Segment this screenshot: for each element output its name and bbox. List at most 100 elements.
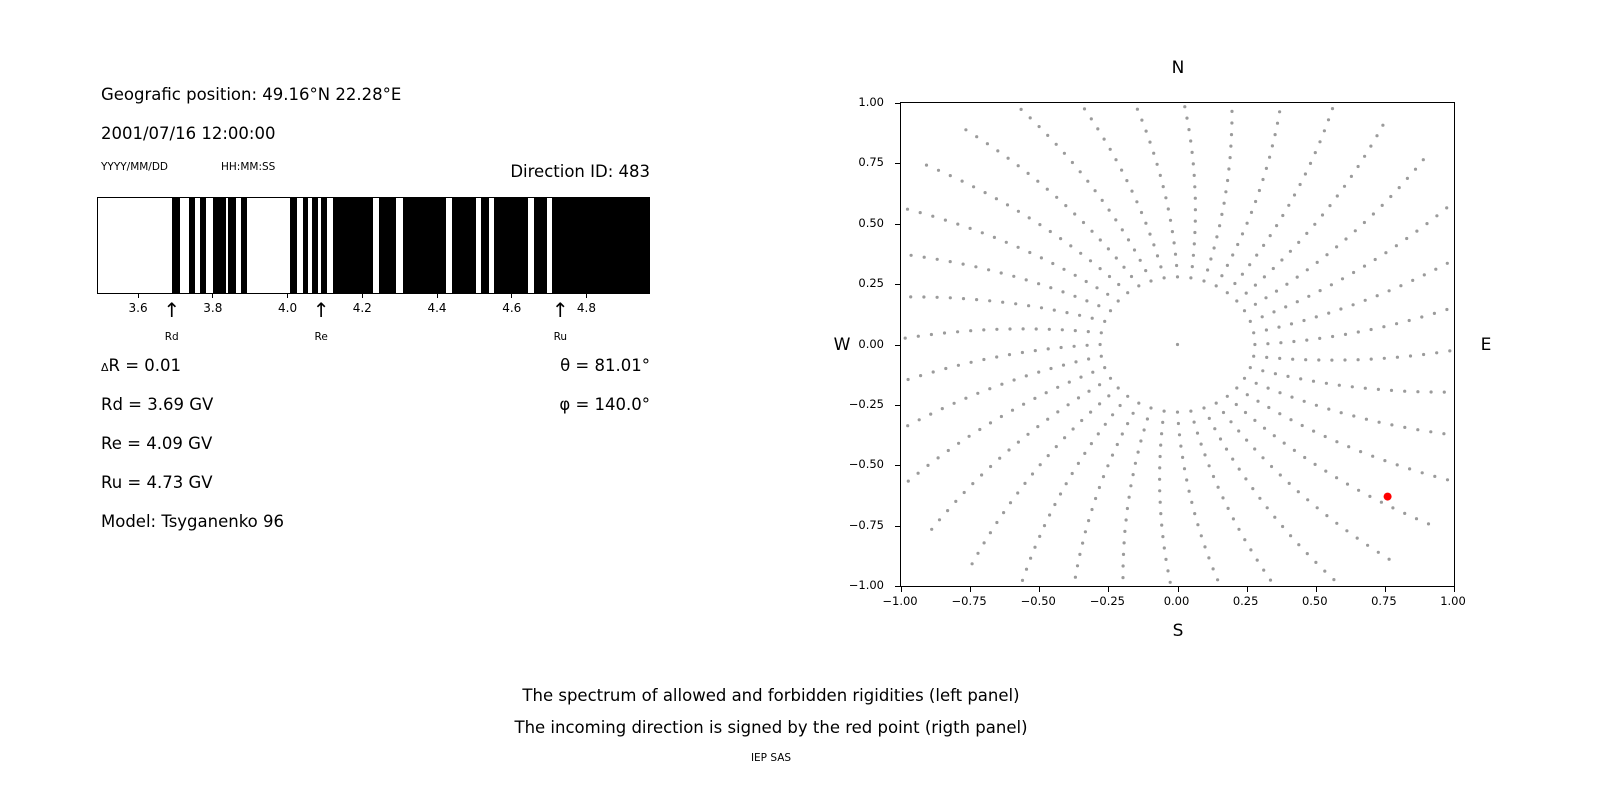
- asymptotic-direction-dot: [954, 499, 958, 503]
- asymptotic-direction-dot: [1069, 244, 1073, 248]
- asymptotic-direction-dot: [1343, 358, 1347, 362]
- asymptotic-direction-dot: [1158, 454, 1162, 459]
- asymptotic-direction-dot: [1395, 463, 1399, 467]
- direction-y-tick-label: −0.25: [848, 396, 884, 411]
- marker-arrow-rd-icon: ↑: [163, 298, 181, 322]
- direction-y-tick-label: 0.00: [858, 336, 884, 351]
- asymptotic-direction-dot: [1008, 501, 1013, 505]
- delta-r-text: R = 0.01: [108, 356, 182, 375]
- asymptotic-direction-dot: [1159, 443, 1163, 447]
- asymptotic-direction-dot: [1215, 235, 1219, 239]
- asymptotic-direction-dot: [989, 464, 993, 469]
- asymptotic-direction-dot: [1307, 294, 1311, 298]
- forbidden-band: [321, 198, 327, 293]
- asymptotic-direction-dot: [1389, 388, 1394, 392]
- forbidden-band: [312, 198, 318, 293]
- asymptotic-direction-dot: [1046, 417, 1050, 421]
- direction-x-tick-label: 1.00: [1440, 594, 1466, 608]
- asymptotic-direction-dot: [1087, 389, 1091, 393]
- asymptotic-direction-dot: [1132, 248, 1137, 252]
- asymptotic-direction-dot: [1136, 450, 1140, 454]
- asymptotic-direction-dot: [1261, 177, 1265, 182]
- asymptotic-direction-dot: [1313, 151, 1317, 155]
- forbidden-band: [289, 198, 298, 293]
- asymptotic-direction-dot: [1311, 379, 1316, 383]
- direction-x-tick-label: −0.75: [951, 594, 987, 608]
- asymptotic-direction-dot: [1429, 390, 1433, 394]
- asymptotic-direction-dot: [1421, 158, 1425, 162]
- asymptotic-direction-dot: [1375, 134, 1379, 138]
- spectrum-x-tick-mark: [287, 294, 289, 298]
- asymptotic-direction-dot: [1213, 427, 1217, 431]
- direction-y-tick-label: 0.25: [858, 276, 884, 291]
- direction-x-tick-mark: [1108, 587, 1110, 592]
- asymptotic-direction-dot: [960, 179, 964, 183]
- asymptotic-direction-dot: [956, 330, 960, 334]
- asymptotic-direction-dot: [1266, 342, 1270, 346]
- forbidden-band: [172, 198, 180, 293]
- asymptotic-direction-dot: [1279, 341, 1283, 345]
- asymptotic-direction-dot: [1064, 204, 1068, 208]
- asymptotic-direction-dot: [1062, 267, 1066, 271]
- asymptotic-direction-dot: [1130, 189, 1134, 193]
- asymptotic-direction-dot: [1098, 342, 1102, 347]
- asymptotic-direction-dot: [1433, 474, 1437, 478]
- asymptotic-direction-dot: [999, 414, 1003, 419]
- asymptotic-direction-dot: [1271, 266, 1275, 271]
- asymptotic-direction-dot: [1162, 546, 1166, 550]
- spectrum-x-tick-mark: [361, 294, 363, 298]
- asymptotic-direction-dot: [1187, 489, 1191, 493]
- asymptotic-direction-dot: [1369, 144, 1373, 148]
- asymptotic-direction-dot: [1059, 237, 1063, 241]
- asymptotic-direction-dot: [1318, 140, 1322, 144]
- asymptotic-direction-dot: [1327, 311, 1331, 315]
- asymptotic-direction-dot: [1403, 511, 1407, 515]
- asymptotic-direction-dot: [1352, 270, 1356, 275]
- asymptotic-direction-dot: [1253, 447, 1257, 451]
- direction-x-tick-label: 0.00: [1163, 594, 1190, 608]
- asymptotic-direction-dot: [1442, 432, 1446, 436]
- asymptotic-direction-dot: [1407, 318, 1411, 323]
- asymptotic-direction-dot: [1090, 507, 1094, 512]
- direction-y-tick-mark: [895, 586, 900, 587]
- asymptotic-direction-dot: [1432, 311, 1436, 315]
- asymptotic-direction-dot: [1292, 448, 1296, 452]
- asymptotic-direction-dot: [1231, 457, 1235, 461]
- asymptotic-direction-dot: [1264, 296, 1268, 300]
- asymptotic-direction-dot: [1297, 240, 1301, 244]
- asymptotic-direction-dot: [1056, 385, 1060, 389]
- asymptotic-direction-dot: [944, 366, 948, 371]
- asymptotic-direction-dot: [1315, 260, 1319, 264]
- asymptotic-direction-dot: [1245, 221, 1249, 225]
- asymptotic-direction-dot: [1108, 147, 1112, 151]
- asymptotic-direction-dot: [1252, 331, 1256, 335]
- asymptotic-direction-dot: [1314, 560, 1318, 564]
- asymptotic-direction-dot: [1059, 345, 1063, 350]
- asymptotic-direction-dot: [1106, 247, 1110, 251]
- asymptotic-direction-dot: [1061, 290, 1065, 294]
- asymptotic-direction-dot: [1038, 223, 1042, 227]
- south-label: S: [1172, 621, 1184, 641]
- asymptotic-direction-dot: [1363, 386, 1367, 390]
- asymptotic-direction-dot: [1195, 431, 1200, 435]
- asymptotic-direction-dot: [1036, 179, 1040, 183]
- asymptotic-direction-dot: [1258, 496, 1262, 500]
- asymptotic-direction-dot: [918, 211, 922, 215]
- asymptotic-direction-dot: [1234, 402, 1238, 407]
- asymptotic-direction-dot: [1281, 213, 1285, 218]
- asymptotic-direction-dot: [1262, 275, 1266, 279]
- asymptotic-direction-dot: [1192, 173, 1196, 177]
- asymptotic-direction-dot: [1248, 366, 1252, 370]
- asymptotic-direction-dot: [1155, 162, 1159, 166]
- asymptotic-direction-dot: [1164, 196, 1168, 200]
- asymptotic-direction-dot: [1237, 429, 1241, 433]
- asymptotic-direction-dot: [1275, 121, 1280, 125]
- asymptotic-direction-dot: [1117, 282, 1121, 287]
- re-value: Re = 4.09 GV: [101, 434, 213, 453]
- theta-value: θ = 81.01°: [560, 356, 650, 375]
- forbidden-band: [403, 198, 447, 293]
- asymptotic-direction-dot: [1267, 405, 1271, 410]
- asymptotic-direction-dot: [1445, 478, 1450, 482]
- forbidden-band: [213, 198, 227, 293]
- asymptotic-direction-dot: [1268, 155, 1272, 159]
